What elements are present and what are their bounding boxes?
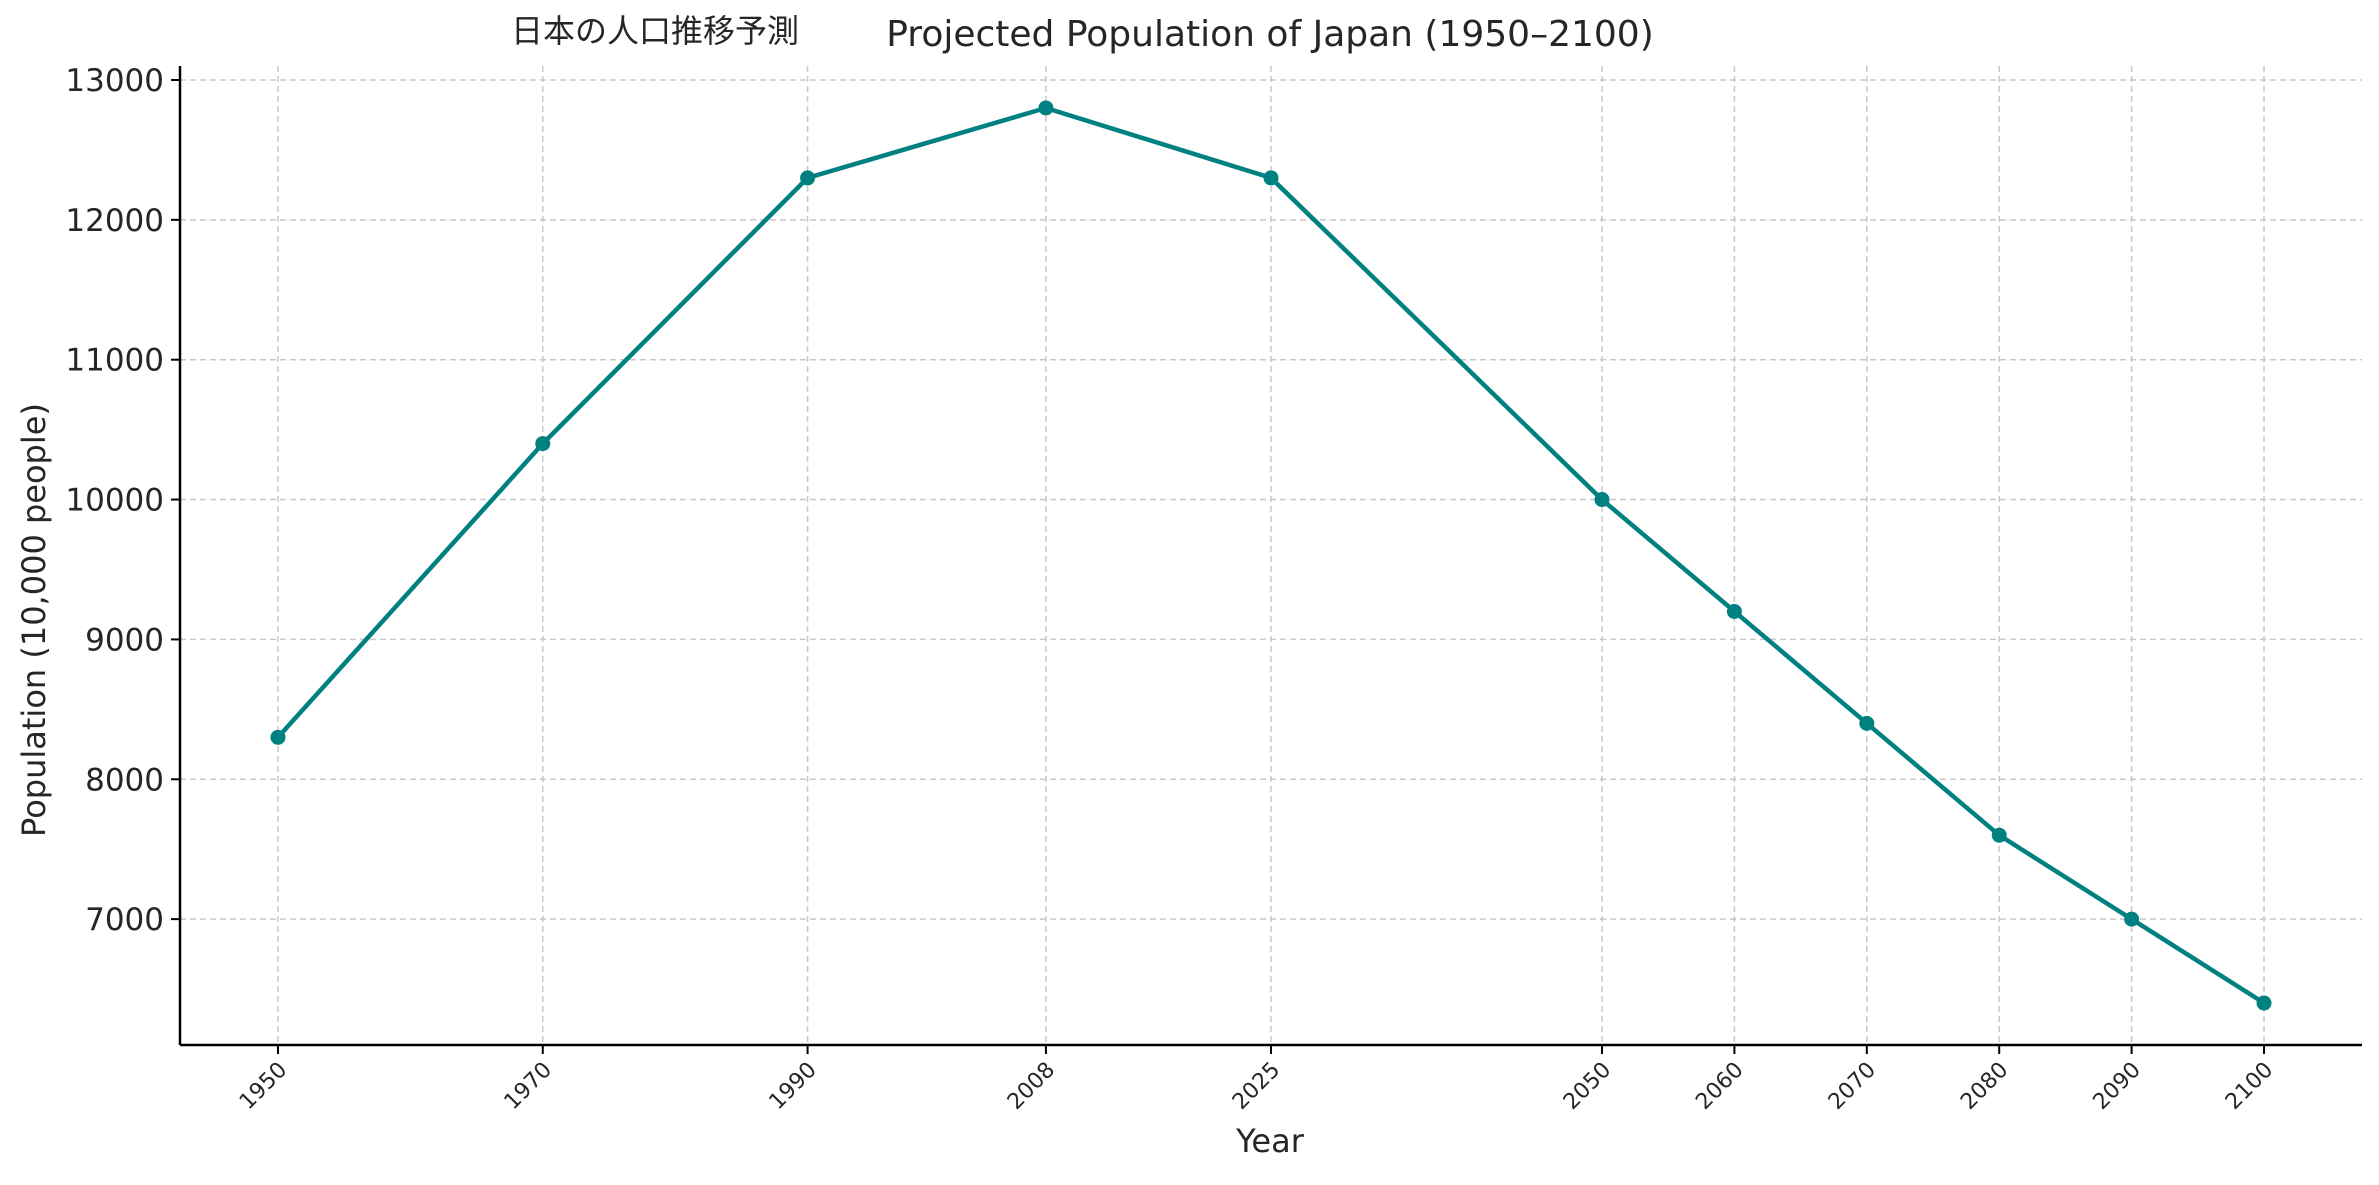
x-axis-label: Year bbox=[1235, 1122, 1305, 1160]
data-point-1950 bbox=[270, 729, 286, 745]
x-tick-label: 2080 bbox=[1956, 1058, 2013, 1115]
chart-title-japanese: 日本の人口推移予測 bbox=[511, 12, 799, 50]
data-point-2025 bbox=[1263, 170, 1279, 186]
grid bbox=[180, 66, 2362, 1045]
y-axis-label: Population (10,000 people) bbox=[15, 403, 53, 837]
x-tick-label: 1950 bbox=[235, 1058, 292, 1115]
y-tick-label: 9000 bbox=[85, 622, 164, 658]
y-tick-label: 10000 bbox=[65, 483, 164, 519]
x-tick-label: 2100 bbox=[2221, 1058, 2278, 1115]
y-tick-label: 8000 bbox=[85, 762, 164, 798]
y-tick-label: 13000 bbox=[65, 63, 164, 99]
data-point-1990 bbox=[800, 170, 816, 186]
data-point-2008 bbox=[1038, 100, 1054, 116]
x-tick-label: 1990 bbox=[765, 1058, 822, 1115]
data-point-2080 bbox=[1991, 827, 2007, 843]
y-tick-label: 12000 bbox=[65, 203, 164, 239]
y-tick-label: 7000 bbox=[85, 902, 164, 938]
data-point-2100 bbox=[2256, 995, 2272, 1011]
data-point-2060 bbox=[1726, 603, 1742, 619]
y-tick-label: 11000 bbox=[65, 343, 164, 379]
x-tick-label: 1970 bbox=[500, 1058, 557, 1115]
chart-title: Projected Population of Japan (1950–2100… bbox=[886, 14, 1654, 55]
x-tick-label: 2050 bbox=[1559, 1058, 1616, 1115]
x-tick-label: 2008 bbox=[1003, 1058, 1060, 1115]
data-point-1970 bbox=[535, 436, 551, 452]
data-point-2090 bbox=[2124, 911, 2140, 927]
x-tick-label: 2025 bbox=[1228, 1058, 1285, 1115]
data-point-2070 bbox=[1859, 715, 1875, 731]
x-tick-label: 2070 bbox=[1824, 1058, 1881, 1115]
x-tick-label: 2090 bbox=[2089, 1058, 2146, 1115]
axes bbox=[171, 66, 2362, 1054]
data-point-2050 bbox=[1594, 492, 1610, 508]
x-tick-label: 2060 bbox=[1691, 1058, 1748, 1115]
series bbox=[270, 100, 2272, 1011]
tick-labels: 1950 1970 1990 2008 2025 2050 2060 2070 2080 2090… bbox=[65, 63, 2278, 1115]
